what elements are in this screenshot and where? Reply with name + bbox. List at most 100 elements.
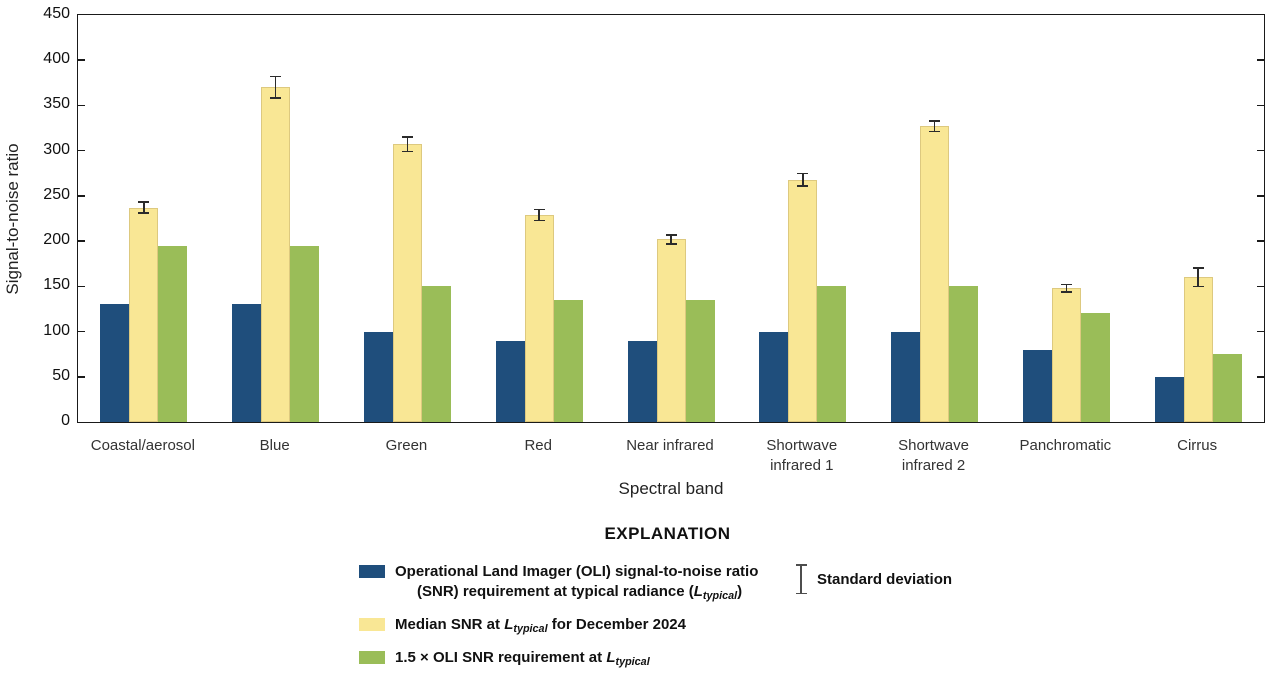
y-tick-label: 200 xyxy=(43,231,70,249)
y-tick-mark xyxy=(1257,330,1264,333)
plot-area xyxy=(77,14,1265,423)
error-bar-icon xyxy=(795,564,807,594)
y-tick-label: 150 xyxy=(43,276,70,294)
legend-swatch xyxy=(359,618,385,632)
y-tick-mark xyxy=(1257,149,1264,152)
bar-series1-green xyxy=(363,331,393,422)
y-tick-label: 400 xyxy=(43,50,70,68)
error-bar-cap xyxy=(929,130,941,133)
y-tick-mark xyxy=(1257,285,1264,288)
y-tick-mark xyxy=(78,104,85,107)
y-tick-label: 100 xyxy=(43,321,70,339)
bar-series3-blue xyxy=(290,245,320,422)
legend-item-3: 1.5 × OLI SNR requirement at Ltypical xyxy=(355,648,980,672)
legend-title: EXPLANATION xyxy=(604,524,731,543)
x-category-label: Green xyxy=(385,437,428,454)
bar-series2-near-infrared xyxy=(656,239,686,422)
y-tick-mark xyxy=(78,285,85,288)
error-bar-cap xyxy=(270,97,282,99)
bar-series2-shortwave-infrared-1 xyxy=(788,179,818,422)
x-category-label: Blue xyxy=(259,437,290,454)
x-category-label: Shortwave infrared 2 xyxy=(898,437,969,474)
y-tick-label: 300 xyxy=(43,140,70,158)
legend-item-label: 1.5 × OLI SNR requirement at Ltypical xyxy=(395,649,650,669)
bar-series2-coastal-aerosol xyxy=(129,207,159,422)
error-bar-cap xyxy=(270,75,282,78)
bar-series3-shortwave-infrared-1 xyxy=(817,286,847,422)
legend-item-2: Median SNR at Ltypical for December 2024 xyxy=(355,615,980,639)
y-tick-mark xyxy=(78,376,85,378)
error-bar-cap xyxy=(665,243,677,245)
error-bar-cap xyxy=(1060,291,1072,293)
x-category-label: Coastal/aerosol xyxy=(90,437,195,454)
x-category-label: Panchromatic xyxy=(1019,437,1112,454)
bar-series3-panchromatic xyxy=(1080,313,1110,422)
error-bar-line xyxy=(538,209,540,221)
error-bar-cap xyxy=(665,234,677,236)
x-category-label: Red xyxy=(524,437,552,454)
bar-series1-shortwave-infrared-1 xyxy=(759,331,789,422)
x-category-label: Near infrared xyxy=(626,437,714,454)
legend-std-label: Standard deviation xyxy=(817,570,953,588)
y-tick-label: 450 xyxy=(43,5,70,22)
y-tick-mark xyxy=(78,240,85,242)
y-tick-label: 50 xyxy=(52,366,70,384)
legend: EXPLANATION Operational Land Imager (OLI… xyxy=(355,524,980,677)
bar-series1-near-infrared xyxy=(627,340,657,422)
bar-series1-red xyxy=(495,340,525,422)
error-bar-cap xyxy=(797,185,809,187)
error-bar-line xyxy=(406,137,409,152)
x-category-label: Cirrus xyxy=(1177,437,1218,454)
y-tick-mark xyxy=(78,195,85,197)
legend-swatch xyxy=(359,565,385,578)
bar-series2-blue xyxy=(261,87,291,422)
x-axis-title: Spectral band xyxy=(618,479,724,498)
y-axis-title: Signal-to-noise ratio xyxy=(3,143,22,295)
bar-series1-coastal-aerosol xyxy=(100,304,130,422)
bar-series3-near-infrared xyxy=(685,299,715,422)
x-category-label: Shortwave infrared 1 xyxy=(766,437,838,474)
error-bar-cap xyxy=(401,150,413,153)
y-tick-mark xyxy=(1257,195,1264,197)
bar-series3-shortwave-infrared-2 xyxy=(949,286,979,422)
bar-series3-cirrus xyxy=(1212,354,1242,422)
bar-series2-green xyxy=(392,144,422,422)
y-tick-mark xyxy=(1257,59,1264,61)
error-bar-line xyxy=(274,76,277,99)
bar-series1-shortwave-infrared-2 xyxy=(891,331,921,422)
bar-series2-shortwave-infrared-2 xyxy=(920,126,950,422)
y-tick-label: 350 xyxy=(43,95,70,113)
bar-series1-blue xyxy=(232,304,262,422)
error-bar-cap xyxy=(929,120,941,122)
bar-series3-red xyxy=(553,299,583,422)
bar-series1-panchromatic xyxy=(1022,349,1052,422)
legend-item-1: Operational Land Imager (OLI) signal-to-… xyxy=(355,562,980,606)
error-bar-line xyxy=(670,234,672,244)
bar-series1-cirrus xyxy=(1154,376,1184,422)
y-tick-mark xyxy=(78,330,85,333)
error-bar-line xyxy=(143,202,145,214)
bar-series2-panchromatic xyxy=(1051,288,1081,422)
error-bar-cap xyxy=(797,172,809,175)
legend-std-entry: Standard deviation xyxy=(795,564,952,594)
y-tick-label: 0 xyxy=(61,412,70,429)
error-bar-cap xyxy=(401,136,413,138)
error-bar-cap xyxy=(533,208,545,211)
y-tick-mark xyxy=(1257,376,1264,378)
error-bar-line xyxy=(933,120,936,132)
error-bar-line xyxy=(1197,268,1199,287)
error-bar-cap xyxy=(1192,285,1204,288)
y-tick-mark xyxy=(1257,240,1264,242)
bar-series2-red xyxy=(524,214,554,422)
legend-item-label: Operational Land Imager (OLI) signal-to-… xyxy=(395,563,759,603)
error-bar-cap xyxy=(138,212,150,214)
error-bar-cap xyxy=(1060,283,1072,286)
legend-item-label: Median SNR at Ltypical for December 2024 xyxy=(395,616,686,636)
error-bar-line xyxy=(1065,284,1068,292)
y-tick-mark xyxy=(78,149,85,152)
y-tick-mark xyxy=(78,59,85,61)
bar-series3-green xyxy=(421,286,451,422)
y-tick-mark xyxy=(1257,104,1264,107)
error-bar-cap xyxy=(138,201,150,203)
